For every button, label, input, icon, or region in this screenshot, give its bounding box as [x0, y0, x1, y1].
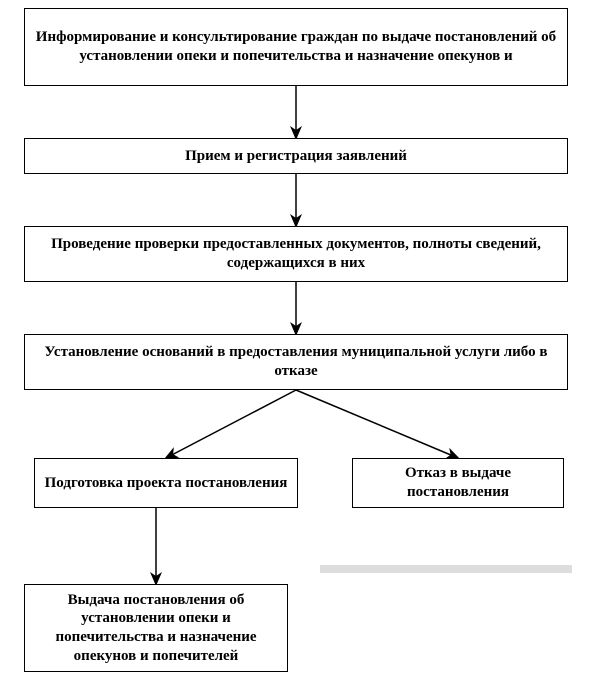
node-text: Выдача постановления об установлении опе… — [31, 591, 281, 666]
node-inform-consult: Информирование и консультирование гражда… — [24, 8, 568, 86]
edge-n4-n5 — [166, 390, 296, 458]
node-text: Информирование и консультирование гражда… — [31, 28, 561, 66]
node-issue-resolution: Выдача постановления об установлении опе… — [24, 584, 288, 672]
node-text: Подготовка проекта постановления — [45, 474, 288, 493]
node-text: Проведение проверки предоставленных доку… — [31, 235, 561, 273]
node-text: Установление оснований в предоставления … — [31, 343, 561, 381]
decorative-grey-bar — [320, 565, 572, 573]
node-check-documents: Проведение проверки предоставленных доку… — [24, 226, 568, 282]
flowchart-canvas: Информирование и консультирование гражда… — [0, 0, 592, 695]
node-establish-grounds: Установление оснований в предоставления … — [24, 334, 568, 390]
node-text: Отказ в выдаче постановления — [359, 464, 557, 502]
node-text: Прием и регистрация заявлений — [185, 147, 407, 166]
node-refusal: Отказ в выдаче постановления — [352, 458, 564, 508]
node-prepare-draft: Подготовка проекта постановления — [34, 458, 298, 508]
edge-n4-n6 — [296, 390, 458, 458]
node-receive-register: Прием и регистрация заявлений — [24, 138, 568, 174]
